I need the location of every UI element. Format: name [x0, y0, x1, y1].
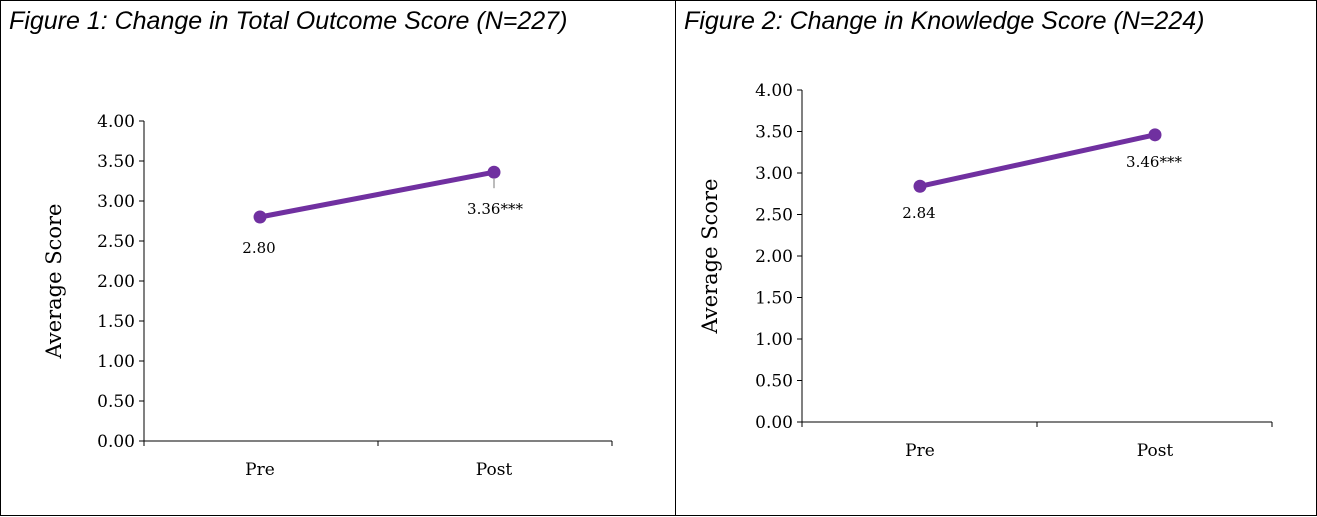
y-tick-label: 4.00: [755, 81, 793, 101]
data-point: [1148, 128, 1162, 142]
y-axis-title: Average Score: [42, 204, 66, 360]
figure-2-panel: Figure 2: Change in Knowledge Score (N=2…: [675, 0, 1317, 516]
y-tick-label: 1.00: [97, 352, 135, 372]
y-tick-label: 3.50: [97, 152, 135, 172]
data-label: 3.46***: [1126, 153, 1182, 171]
figure-2-chart: 0.00 0.50 1.00 1.50 2.00 2.50 3.00 3.50 4.00 Pre P…: [698, 81, 1273, 461]
data-label: 3.36***: [467, 200, 523, 218]
y-tick-label: 3.00: [97, 192, 135, 212]
figure-2-title: Figure 2: Change in Knowledge Score (N=2…: [684, 7, 1205, 35]
y-axis-title: Average Score: [698, 179, 722, 335]
y-tick-label: 1.50: [755, 289, 793, 309]
y-tick-label: 1.50: [97, 312, 135, 332]
series-line: [917, 132, 1158, 189]
data-point: [913, 179, 927, 193]
x-tick-label: Pre: [245, 460, 275, 480]
y-tick-label: 3.00: [755, 164, 793, 184]
series-line: [257, 169, 497, 220]
x-tick-label: Post: [1137, 441, 1174, 461]
figure-1-panel: Figure 1: Change in Total Outcome Score …: [0, 0, 676, 516]
y-tick-label: 2.50: [755, 206, 793, 226]
y-tick-label: 1.00: [755, 330, 793, 350]
x-tick-label: Pre: [905, 441, 935, 461]
y-tick-label: 2.00: [97, 272, 135, 292]
y-tick-label: 2.50: [97, 232, 135, 252]
data-label: 2.80: [242, 239, 275, 257]
y-tick-label: 2.00: [755, 247, 793, 267]
data-point: [487, 165, 501, 179]
y-tick-label: 0.50: [755, 372, 793, 392]
y-tick-label: 0.00: [97, 432, 135, 452]
y-tick-label: 4.00: [97, 112, 135, 132]
figure-1-chart: 0.00 0.50 1.00 1.50 2.00 2.50 3.00 3.50 4.00 Pre P…: [42, 112, 613, 480]
data-label: 2.84: [902, 204, 935, 222]
y-tick-label: 3.50: [755, 123, 793, 143]
y-tick-label: 0.00: [755, 413, 793, 433]
figure-1-title: Figure 1: Change in Total Outcome Score …: [9, 7, 568, 35]
y-tick-label: 0.50: [97, 392, 135, 412]
data-point: [253, 210, 267, 224]
x-tick-label: Post: [476, 460, 513, 480]
